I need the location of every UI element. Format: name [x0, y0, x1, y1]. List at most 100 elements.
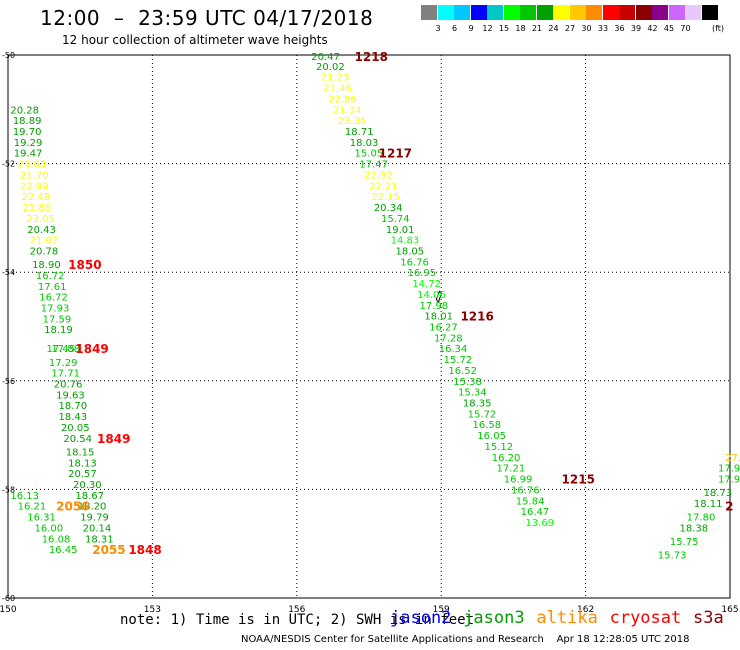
swh-value: 20.43	[27, 225, 56, 236]
legend-swatch	[553, 5, 569, 20]
legend-swatch	[668, 5, 685, 20]
swh-value: 19.79	[80, 513, 109, 524]
swh-value: 20.34	[374, 203, 403, 214]
x-tick-label: 150	[0, 605, 17, 615]
swh-value: 18.05	[395, 246, 424, 257]
swh-value: 15.72	[468, 409, 497, 420]
swh-value: 23.05	[26, 214, 55, 225]
swh-value: 15.05	[355, 149, 384, 160]
map-frame	[7, 54, 731, 599]
legend-label: 18	[515, 24, 526, 33]
legend-swatch	[569, 5, 586, 20]
swh-value: 16.13	[10, 491, 39, 502]
swh-value: 27.00	[725, 453, 740, 464]
swh-value: 17.45	[47, 344, 76, 355]
swh-value: 16.21	[18, 502, 47, 513]
swh-value: 18.71	[345, 127, 374, 138]
swh-value: 15.38	[453, 377, 482, 388]
satellite-cryosat: cryosat	[609, 608, 682, 628]
swh-value: 20.14	[83, 523, 112, 534]
legend-swatch	[421, 5, 437, 20]
swh-value: 20.54	[63, 434, 92, 445]
footer-note: note: 1) Time is in UTC; 2) SWH is in fe…	[120, 612, 475, 628]
legend-swatch	[503, 5, 520, 20]
satellite-altika: altika	[536, 608, 598, 628]
track-time-label: 1849	[97, 432, 130, 446]
swh-value: 19.70	[13, 127, 42, 138]
x-tick-label: 159	[433, 605, 450, 615]
y-tick-label: -56	[2, 377, 15, 386]
swh-value: 17.28	[434, 333, 463, 344]
legend-swatch	[619, 5, 635, 20]
swh-value: 18.73	[704, 488, 733, 499]
legend-swatch	[454, 5, 470, 20]
swh-value: 16.58	[472, 420, 501, 431]
track-time-label: 1848	[128, 543, 161, 557]
swh-value: 18.38	[679, 523, 708, 534]
swh-value: 21.34	[333, 105, 362, 116]
map-title: 12:00 – 23:59 UTC 04/17/2018	[40, 6, 374, 30]
swh-value: 20.76	[54, 380, 83, 391]
swh-value: 22.21	[369, 181, 398, 192]
swh-value: 19.47	[14, 149, 43, 160]
swh-value: 17.91	[718, 475, 740, 486]
swh-value: 20.78	[30, 246, 59, 257]
legend-label: 27	[564, 24, 576, 33]
swh-value: 18.03	[350, 138, 379, 149]
x-tick-label: 162	[577, 605, 594, 615]
swh-value: 23.36	[338, 116, 367, 127]
legend-label: 9	[468, 24, 474, 33]
satellite-jason3: jason3	[463, 608, 525, 628]
x-tick-label: 156	[288, 605, 305, 615]
legend-label: 30	[581, 24, 592, 33]
swh-value: 23.63	[18, 160, 47, 171]
swh-value: 18.89	[13, 116, 42, 127]
swh-value: 17.47	[359, 160, 388, 171]
y-tick-label: -60	[2, 594, 15, 603]
y-tick-label: -50	[2, 51, 15, 60]
swh-value: 18.01	[424, 312, 453, 323]
swh-value: 18.90	[32, 260, 61, 271]
x-tick-label: 165	[721, 605, 738, 615]
legend-label: 24	[548, 24, 559, 33]
legend-swatch	[487, 5, 503, 20]
legend-label: 39	[630, 24, 642, 33]
swh-value: 20.02	[316, 62, 345, 73]
swh-value: 20.47	[311, 52, 340, 63]
legend-swatch	[470, 5, 487, 20]
swh-value: 17.71	[51, 369, 80, 380]
swh-value: 16.31	[27, 513, 56, 524]
swh-value: 21.46	[323, 84, 352, 95]
island-outline	[435, 290, 442, 304]
swh-value: 16.76	[400, 257, 429, 268]
swh-value: 14.72	[412, 279, 441, 290]
swh-value: 20.57	[68, 469, 97, 480]
swh-value: 16.99	[504, 475, 533, 486]
swh-value: 19.01	[386, 225, 415, 236]
track-time-label: 1215	[562, 473, 595, 487]
swh-value: 16.27	[429, 323, 458, 334]
swh-value: 21.70	[20, 170, 49, 181]
legend-label: 21	[531, 24, 543, 33]
swh-value: 18.67	[75, 491, 104, 502]
swh-value: 17.80	[687, 513, 716, 524]
legend-swatch	[652, 5, 668, 20]
swh-value: 21.07	[30, 236, 59, 247]
swh-value: 20.28	[10, 105, 39, 116]
swh-value: 19.29	[14, 138, 43, 149]
legend-swatch	[685, 5, 701, 20]
swh-value: 21.23	[321, 73, 350, 84]
swh-value: 16.52	[448, 366, 477, 377]
track-time-label: 2	[725, 500, 733, 514]
x-tick-label: 153	[144, 605, 161, 615]
swh-value: 19.63	[56, 390, 85, 401]
legend-label: 70	[680, 24, 691, 33]
swh-value: 15.72	[444, 355, 473, 366]
swh-value: 18.35	[463, 399, 492, 410]
swh-value: 16.00	[34, 523, 63, 534]
swh-value: 15.12	[485, 442, 514, 453]
y-tick-label: -58	[2, 485, 15, 494]
y-tick-label: -54	[2, 268, 15, 277]
swh-value: 15.73	[658, 551, 687, 562]
